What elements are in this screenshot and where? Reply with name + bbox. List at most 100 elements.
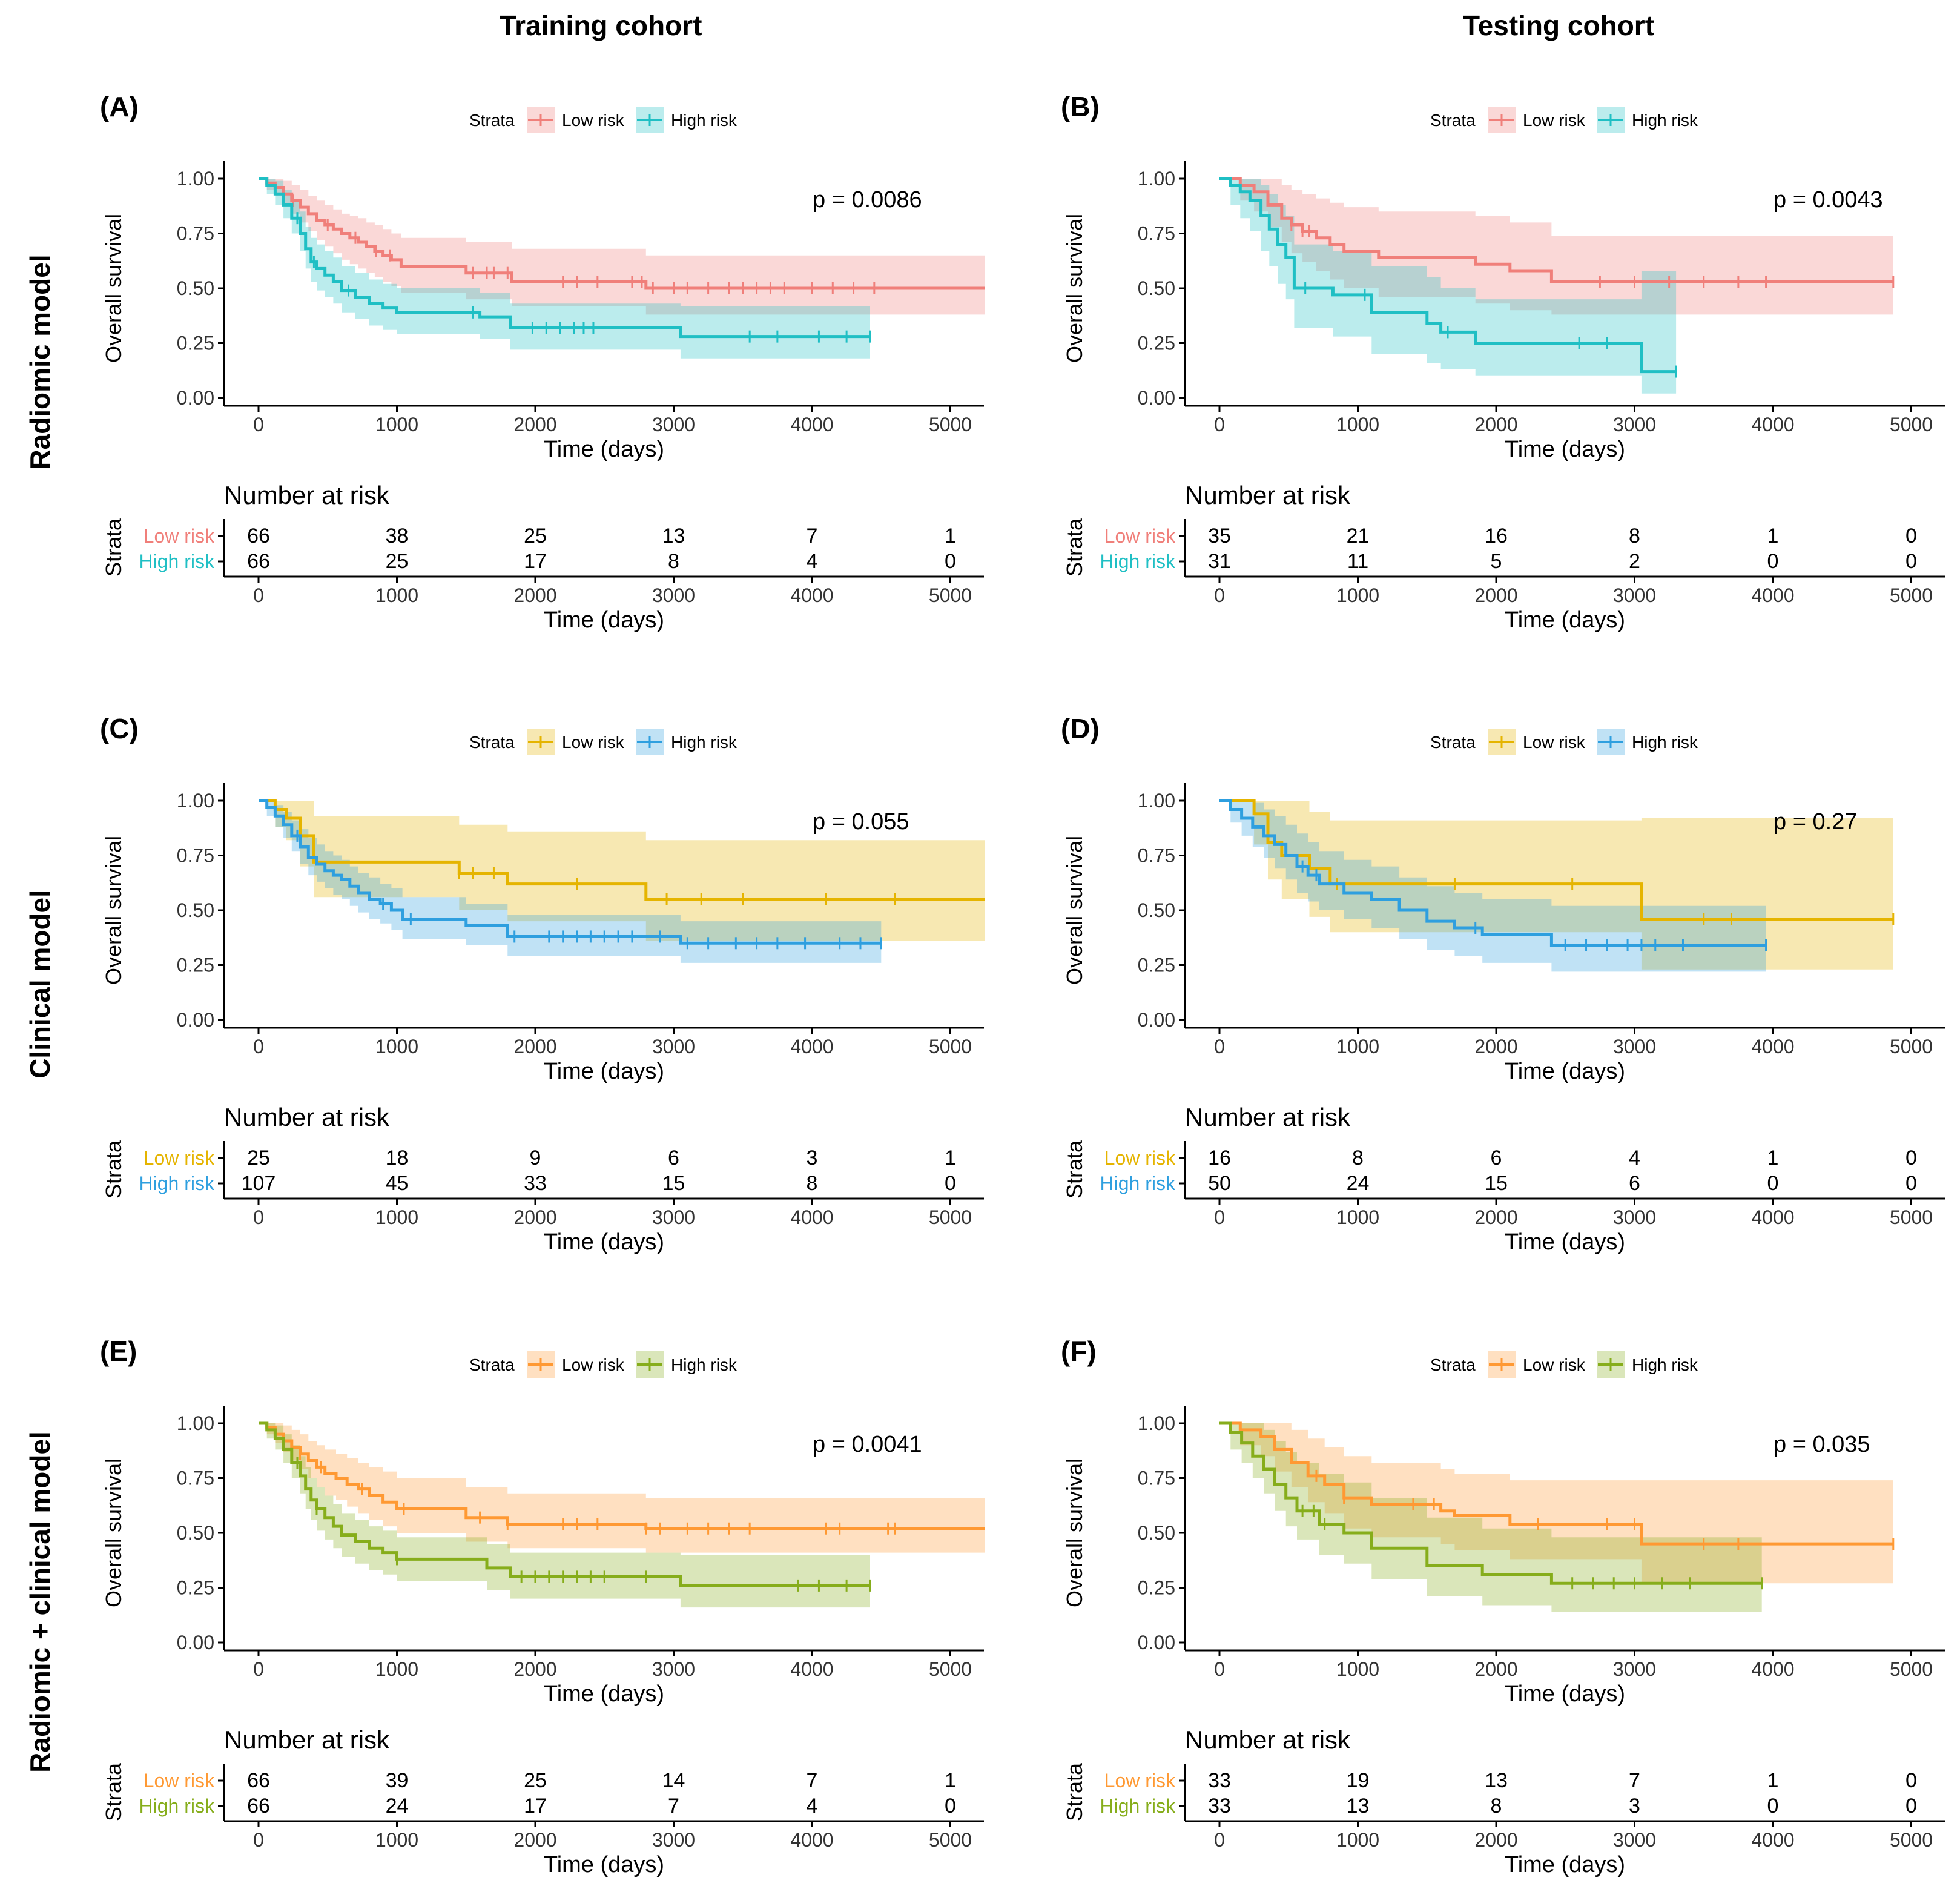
risk-count-high: 17 bbox=[524, 550, 547, 573]
risk-group-low: Low risk bbox=[144, 1770, 215, 1791]
y-tick-label: 0.75 bbox=[1138, 223, 1175, 245]
risk-x-tick-label: 0 bbox=[253, 1206, 264, 1228]
legend-title: Strata bbox=[469, 733, 515, 752]
risk-table-title: Number at risk bbox=[224, 1725, 390, 1754]
y-tick-label: 0.00 bbox=[177, 1009, 214, 1031]
risk-axis-label: Strata bbox=[1062, 1762, 1087, 1821]
y-tick-label: 0.25 bbox=[177, 332, 214, 354]
risk-group-low: Low risk bbox=[144, 525, 215, 547]
y-tick-label: 0.50 bbox=[1138, 277, 1175, 299]
risk-x-tick-label: 4000 bbox=[1751, 1829, 1794, 1851]
risk-count-low: 4 bbox=[1629, 1146, 1640, 1169]
x-tick-label: 0 bbox=[1214, 414, 1225, 435]
y-tick-label: 1.00 bbox=[177, 790, 214, 812]
x-tick-label: 2000 bbox=[1474, 414, 1517, 435]
row-label-combined: Radiomic + clinical model bbox=[24, 1431, 56, 1773]
x-tick-label: 0 bbox=[1214, 1658, 1225, 1680]
risk-x-tick-label: 5000 bbox=[1890, 1829, 1933, 1851]
x-tick-label: 1000 bbox=[375, 1658, 418, 1680]
km-panel-4: (E) Strata Low risk High risk 0.00 0.25 0.50 0.… bbox=[100, 1335, 985, 1877]
x-tick-label: 4000 bbox=[1751, 414, 1794, 435]
y-tick-label: 0.50 bbox=[177, 899, 214, 921]
risk-count-high: 0 bbox=[945, 1795, 956, 1818]
risk-axis-label: Strata bbox=[1062, 1140, 1087, 1199]
risk-x-tick-label: 4000 bbox=[790, 1206, 833, 1228]
risk-x-tick-label: 2000 bbox=[1474, 1206, 1517, 1228]
risk-count-high: 0 bbox=[1767, 1795, 1779, 1818]
y-tick-label: 0.50 bbox=[1138, 1522, 1175, 1544]
ci-band-low bbox=[259, 801, 985, 941]
x-tick-label: 0 bbox=[253, 1658, 264, 1680]
row-label-clinical: Clinical model bbox=[24, 890, 56, 1079]
y-axis-label: Overall survival bbox=[101, 1458, 126, 1607]
panel-label: (F) bbox=[1061, 1335, 1097, 1367]
risk-x-tick-label: 0 bbox=[1214, 1829, 1225, 1851]
risk-count-high: 7 bbox=[668, 1795, 679, 1818]
survival-curve-low bbox=[1219, 177, 1893, 283]
risk-x-tick-label: 3000 bbox=[652, 584, 695, 606]
risk-count-high: 2 bbox=[1629, 550, 1640, 573]
panel-label: (A) bbox=[100, 91, 139, 122]
risk-count-high: 24 bbox=[386, 1795, 409, 1818]
risk-count-low: 8 bbox=[1629, 524, 1640, 548]
y-tick-label: 0.25 bbox=[1138, 1577, 1175, 1599]
risk-count-low: 13 bbox=[1485, 1769, 1508, 1792]
panel-label: (B) bbox=[1061, 91, 1100, 122]
risk-count-high: 4 bbox=[807, 1795, 818, 1818]
x-axis-label: Time (days) bbox=[1505, 1681, 1625, 1707]
risk-count-low: 7 bbox=[807, 1769, 818, 1792]
risk-count-high: 8 bbox=[668, 550, 679, 573]
risk-count-low: 18 bbox=[386, 1146, 409, 1169]
x-tick-label: 1000 bbox=[375, 1036, 418, 1057]
x-tick-label: 3000 bbox=[652, 1658, 695, 1680]
panel-label: (D) bbox=[1061, 713, 1100, 744]
x-axis-label: Time (days) bbox=[1505, 437, 1625, 462]
legend-high-label: High risk bbox=[1632, 1355, 1698, 1374]
risk-count-low: 7 bbox=[1629, 1769, 1640, 1792]
y-tick-label: 0.25 bbox=[177, 954, 214, 976]
x-tick-label: 0 bbox=[253, 1036, 264, 1057]
risk-count-low: 38 bbox=[386, 524, 409, 548]
legend-title: Strata bbox=[469, 1355, 515, 1374]
risk-count-low: 0 bbox=[1906, 1146, 1917, 1169]
x-axis-label: Time (days) bbox=[544, 1059, 664, 1084]
x-tick-label: 3000 bbox=[1613, 1036, 1656, 1057]
risk-count-high: 0 bbox=[1906, 550, 1917, 573]
survival-curve-high bbox=[259, 799, 882, 945]
risk-x-tick-label: 1000 bbox=[375, 584, 418, 606]
x-axis-label: Time (days) bbox=[1505, 1059, 1625, 1084]
risk-count-high: 11 bbox=[1347, 550, 1368, 573]
ci-band-high bbox=[1219, 179, 1677, 394]
p-value: p = 0.0043 bbox=[1774, 187, 1883, 213]
x-tick-label: 3000 bbox=[1613, 414, 1656, 435]
risk-count-high: 33 bbox=[524, 1172, 547, 1195]
risk-x-tick-label: 5000 bbox=[929, 584, 972, 606]
legend-title: Strata bbox=[1430, 111, 1476, 130]
risk-group-low: Low risk bbox=[1104, 1147, 1176, 1169]
y-tick-label: 0.50 bbox=[1138, 899, 1175, 921]
y-tick-label: 1.00 bbox=[1138, 1412, 1175, 1434]
risk-x-tick-label: 0 bbox=[1214, 1206, 1225, 1228]
y-tick-label: 0.25 bbox=[1138, 954, 1175, 976]
risk-count-high: 24 bbox=[1347, 1172, 1370, 1195]
risk-count-high: 8 bbox=[1491, 1795, 1502, 1818]
risk-count-high: 8 bbox=[807, 1172, 818, 1195]
risk-x-tick-label: 4000 bbox=[1751, 1206, 1794, 1228]
risk-count-high: 17 bbox=[524, 1795, 547, 1818]
risk-count-high: 66 bbox=[247, 550, 270, 573]
risk-x-tick-label: 4000 bbox=[790, 1829, 833, 1851]
risk-count-low: 16 bbox=[1208, 1146, 1231, 1169]
risk-x-tick-label: 1000 bbox=[1336, 1829, 1379, 1851]
y-tick-label: 0.50 bbox=[177, 1522, 214, 1544]
legend-low-label: Low risk bbox=[562, 1355, 625, 1374]
x-tick-label: 3000 bbox=[652, 414, 695, 435]
risk-count-high: 15 bbox=[1485, 1172, 1508, 1195]
y-axis-label: Overall survival bbox=[1062, 214, 1087, 363]
risk-group-high: High risk bbox=[1100, 551, 1176, 572]
testing-cohort-header: Testing cohort bbox=[1463, 10, 1654, 41]
x-tick-label: 1000 bbox=[1336, 414, 1379, 435]
risk-count-low: 16 bbox=[1485, 524, 1508, 548]
risk-x-tick-label: 1000 bbox=[1336, 584, 1379, 606]
x-tick-label: 5000 bbox=[929, 1036, 972, 1057]
